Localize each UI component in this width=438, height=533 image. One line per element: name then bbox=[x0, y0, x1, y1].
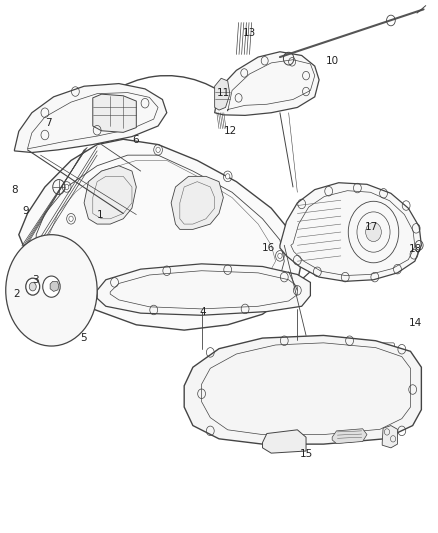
Circle shape bbox=[278, 253, 282, 259]
Text: 1: 1 bbox=[97, 209, 104, 220]
Polygon shape bbox=[84, 166, 136, 224]
Circle shape bbox=[26, 278, 40, 295]
Polygon shape bbox=[215, 78, 230, 110]
Circle shape bbox=[64, 184, 69, 190]
Circle shape bbox=[43, 276, 60, 297]
Text: 18: 18 bbox=[408, 244, 421, 254]
Text: 2: 2 bbox=[13, 289, 20, 299]
Circle shape bbox=[156, 147, 160, 152]
Text: 10: 10 bbox=[325, 56, 339, 66]
Text: 17: 17 bbox=[365, 222, 378, 232]
Polygon shape bbox=[280, 183, 421, 281]
Circle shape bbox=[69, 216, 73, 221]
Polygon shape bbox=[97, 264, 311, 316]
Text: 14: 14 bbox=[408, 318, 421, 328]
Text: 5: 5 bbox=[80, 333, 86, 343]
Polygon shape bbox=[171, 176, 223, 229]
Polygon shape bbox=[184, 335, 421, 444]
Polygon shape bbox=[93, 94, 136, 132]
Text: 9: 9 bbox=[22, 206, 29, 216]
Text: 7: 7 bbox=[45, 118, 52, 128]
Polygon shape bbox=[19, 139, 302, 330]
Text: 16: 16 bbox=[261, 243, 275, 253]
Text: 13: 13 bbox=[243, 28, 256, 38]
Text: 4: 4 bbox=[199, 306, 206, 317]
Circle shape bbox=[243, 290, 247, 296]
Polygon shape bbox=[50, 281, 59, 292]
Polygon shape bbox=[14, 84, 167, 152]
Text: 6: 6 bbox=[132, 135, 138, 146]
Text: 12: 12 bbox=[223, 126, 237, 136]
Polygon shape bbox=[332, 429, 367, 443]
Circle shape bbox=[29, 282, 36, 291]
Circle shape bbox=[366, 222, 381, 241]
Polygon shape bbox=[382, 425, 397, 448]
Polygon shape bbox=[215, 52, 319, 115]
Text: 3: 3 bbox=[32, 274, 39, 285]
Circle shape bbox=[6, 235, 97, 346]
Polygon shape bbox=[262, 430, 306, 453]
Text: 15: 15 bbox=[300, 449, 313, 459]
Circle shape bbox=[152, 301, 156, 306]
Text: 11: 11 bbox=[217, 87, 230, 98]
Text: 8: 8 bbox=[11, 184, 18, 195]
Circle shape bbox=[226, 174, 230, 179]
